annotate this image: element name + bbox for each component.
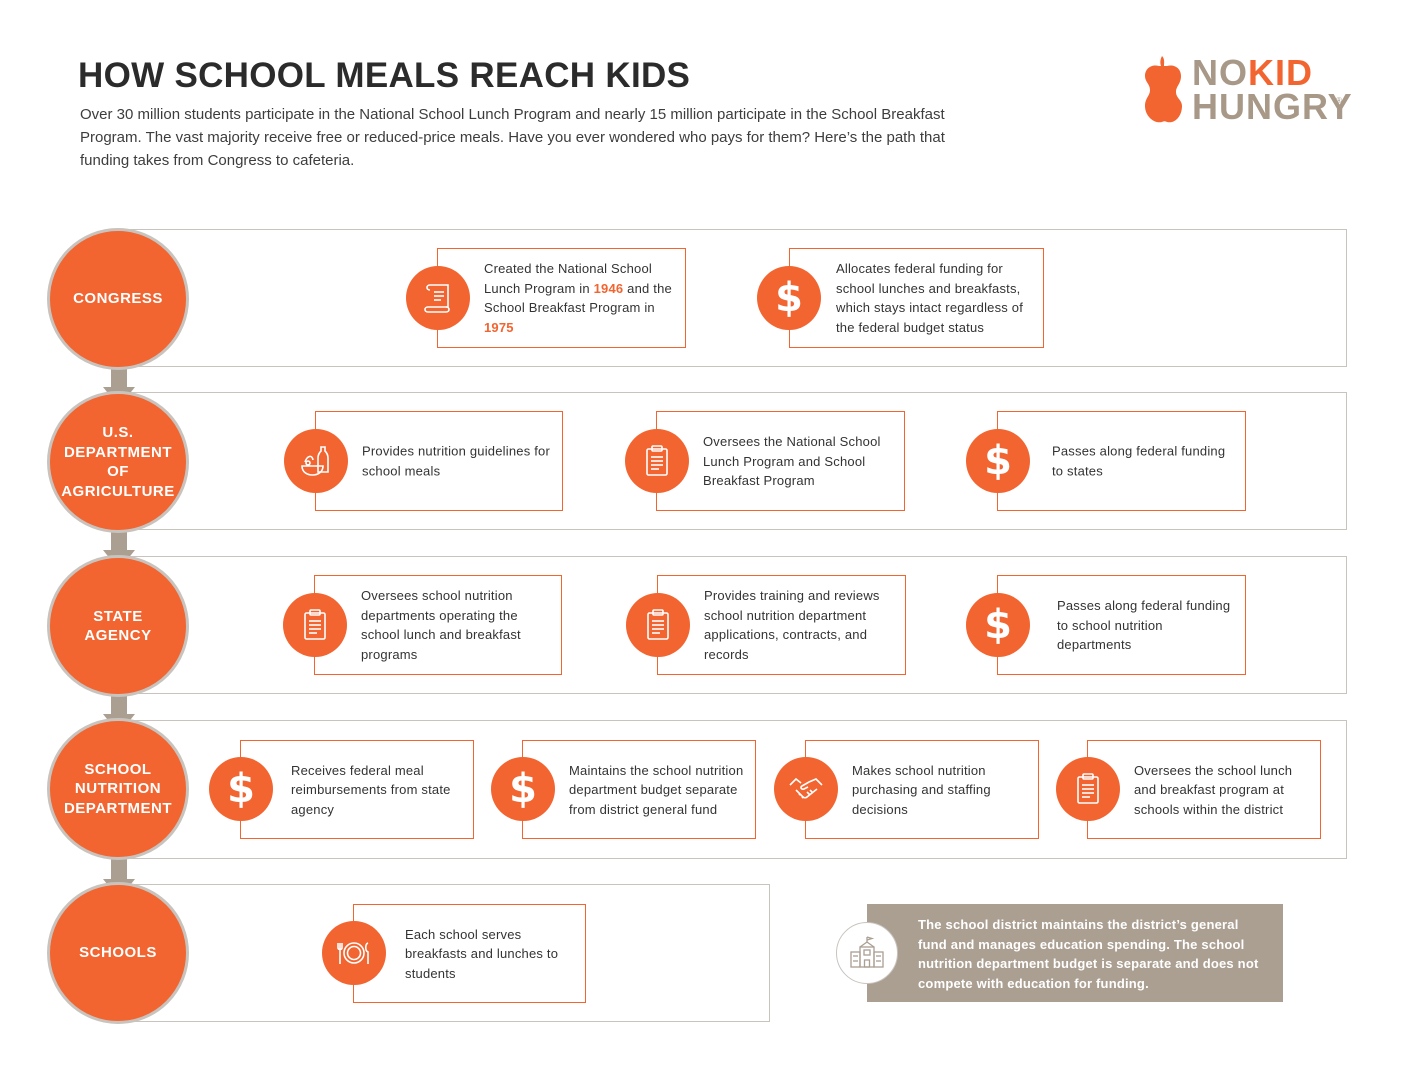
card-snd-decisions: Makes school nutrition purchasing and st… <box>805 740 1039 839</box>
clipboard-icon <box>1056 757 1120 821</box>
apple-core-icon <box>1145 56 1182 123</box>
food-icon <box>284 429 348 493</box>
logo-line-2: HUNGRY <box>1192 86 1353 127</box>
card-text: Passes along federal funding to school n… <box>1057 597 1231 652</box>
card-text: Maintains the school nutrition departmen… <box>569 762 744 817</box>
intro-text: Over 30 million students participate in … <box>80 106 945 169</box>
card-usda-oversees: Oversees the National School Lunch Progr… <box>656 411 905 511</box>
stage-school-nutrition-department: SCHOOL NUTRITION DEPARTMENT <box>47 718 189 860</box>
school-district-note: The school district maintains the distri… <box>867 904 1283 1002</box>
page-title: HOW SCHOOL MEALS REACH KIDS <box>78 56 691 95</box>
stage-state-agency: STATE AGENCY <box>47 555 189 697</box>
card-state-training: Provides training and reviews school nut… <box>657 575 906 675</box>
stage-congress: CONGRESS <box>47 228 189 370</box>
band-congress <box>115 229 1347 367</box>
card-text: Created the National School Lunch Progra… <box>484 261 672 335</box>
logo-line-1: NOKID <box>1192 52 1313 93</box>
card-snd-budget: Maintains the school nutrition departmen… <box>522 740 756 839</box>
card-text: Oversees the school lunch and breakfast … <box>1134 762 1293 817</box>
dollar-icon: $ <box>966 593 1030 657</box>
dollar-icon: $ <box>209 757 273 821</box>
note-text: The school district maintains the distri… <box>918 917 1259 991</box>
card-text: Passes along federal funding to states <box>1052 443 1226 479</box>
card-text: Each school serves breakfasts and lunche… <box>405 926 559 981</box>
clipboard-icon <box>283 593 347 657</box>
card-text: Allocates federal funding for school lun… <box>836 261 1024 335</box>
card-snd-receives: Receives federal meal reimbursements fro… <box>240 740 474 839</box>
card-text: Makes school nutrition purchasing and st… <box>852 762 991 817</box>
card-schools-serves: Each school serves breakfasts and lunche… <box>353 904 586 1003</box>
scroll-icon <box>406 266 470 330</box>
card-usda-guidelines: Provides nutrition guidelines for school… <box>315 411 563 511</box>
card-text: Provides training and reviews school nut… <box>704 588 880 662</box>
card-text: Provides nutrition guidelines for school… <box>362 443 550 479</box>
handshake-icon <box>774 757 838 821</box>
clipboard-icon <box>626 593 690 657</box>
card-usda-passes: Passes along federal funding to states <box>997 411 1246 511</box>
clipboard-icon <box>625 429 689 493</box>
card-snd-oversees: Oversees the school lunch and breakfast … <box>1087 740 1321 839</box>
card-state-passes: Passes along federal funding to school n… <box>997 575 1246 675</box>
stage-schools: SCHOOLS <box>47 882 189 1024</box>
plate-icon <box>322 921 386 985</box>
dollar-icon: $ <box>491 757 555 821</box>
card-text: Receives federal meal reimbursements fro… <box>291 762 451 817</box>
card-congress-created: Created the National School Lunch Progra… <box>437 248 686 348</box>
card-text: Oversees school nutrition departments op… <box>361 588 521 662</box>
no-kid-hungry-logo: NOKID HUNGRY ® <box>1140 52 1353 130</box>
dollar-icon: $ <box>757 266 821 330</box>
dollar-icon: $ <box>966 429 1030 493</box>
school-building-icon <box>836 922 898 984</box>
logo-registered: ® <box>1336 96 1342 105</box>
card-state-oversees: Oversees school nutrition departments op… <box>314 575 562 675</box>
stage-usda: U.S. DEPARTMENT OF AGRICULTURE <box>47 391 189 533</box>
card-text: Oversees the National School Lunch Progr… <box>703 433 881 488</box>
card-congress-allocates: Allocates federal funding for school lun… <box>789 248 1044 348</box>
